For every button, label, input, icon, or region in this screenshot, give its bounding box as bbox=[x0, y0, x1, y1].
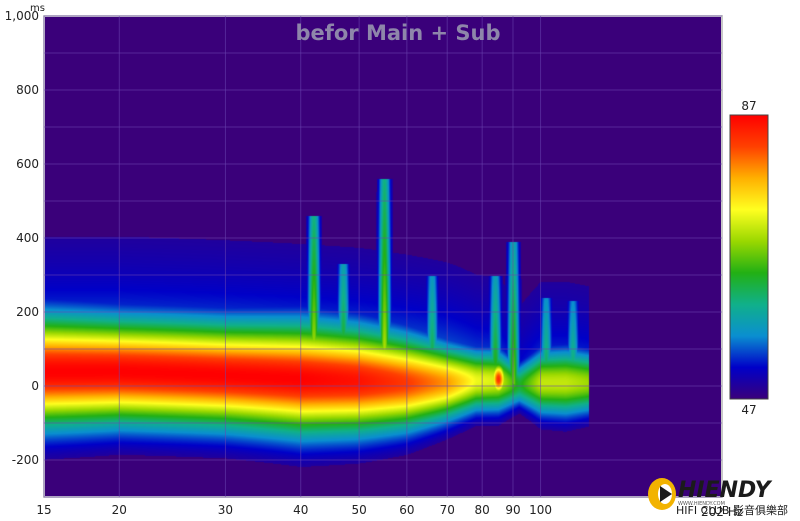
colorbar-gradient bbox=[729, 114, 769, 400]
y-tick-label: 800 bbox=[16, 83, 39, 97]
x-grid bbox=[43, 16, 542, 497]
colorbar-max-label: 87 bbox=[741, 99, 756, 113]
logo-subtitle-text: HIFI CLUB 影音俱樂部 bbox=[676, 503, 788, 517]
hiendy-logo-icon bbox=[648, 478, 676, 510]
heatmap-surface bbox=[44, 16, 722, 497]
x-tick-label: 90 bbox=[505, 503, 520, 517]
hiendy-logo: HIENDY HIFI CLUB 影音俱樂部 WWW.HIENDY.COM bbox=[648, 478, 788, 517]
logo-url-text: WWW.HIENDY.COM bbox=[678, 501, 725, 507]
y-tick-label: 200 bbox=[16, 305, 39, 319]
x-tick-label: 80 bbox=[475, 503, 490, 517]
colorbar bbox=[729, 114, 769, 400]
y-tick-label: 600 bbox=[16, 157, 39, 171]
x-tick-label: 15 bbox=[36, 503, 51, 517]
y-axis-unit: ms bbox=[30, 3, 45, 14]
x-tick-label: 50 bbox=[351, 503, 366, 517]
x-tick-label-end: 202 Hz bbox=[701, 505, 743, 519]
x-tick-label: 40 bbox=[293, 503, 308, 517]
plot-area bbox=[43, 15, 723, 498]
y-tick-label: 1,000 bbox=[5, 9, 39, 23]
colorbar-min-label: 47 bbox=[741, 403, 756, 417]
x-tick-label: 30 bbox=[218, 503, 233, 517]
y-tick-label: 0 bbox=[31, 379, 39, 393]
y-grid bbox=[44, 15, 722, 498]
chart-title: befor Main + Sub bbox=[295, 21, 500, 45]
logo-brand-text: HIENDY bbox=[678, 478, 773, 503]
x-tick-label: 60 bbox=[399, 503, 414, 517]
y-tick-label: -200 bbox=[12, 453, 39, 467]
x-tick-label: 100 bbox=[529, 503, 552, 517]
x-tick-labels: 15 20 30 40 50 60 70 80 90 100 bbox=[36, 503, 552, 517]
x-tick-label: 20 bbox=[112, 503, 127, 517]
x-tick-label: 70 bbox=[440, 503, 455, 517]
y-tick-label: 400 bbox=[16, 231, 39, 245]
y-tick-labels: -200 0 200 400 600 800 1,000 bbox=[5, 9, 39, 467]
